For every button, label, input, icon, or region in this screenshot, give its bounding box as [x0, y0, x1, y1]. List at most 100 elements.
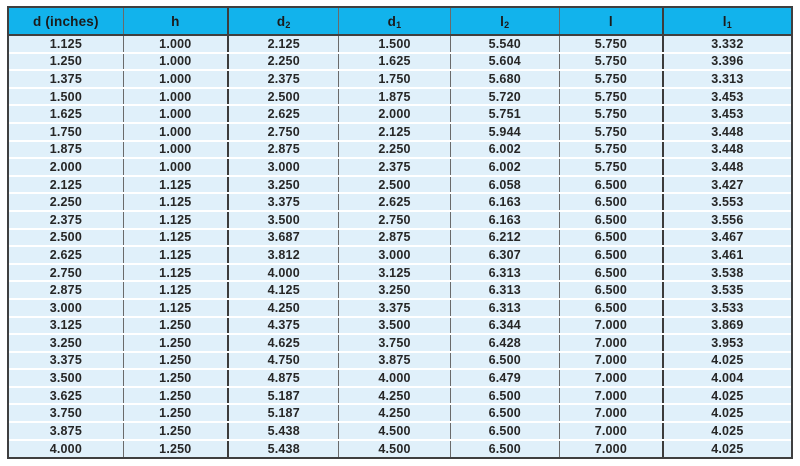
cell: 1.250: [123, 422, 229, 441]
cell: 5.438: [227, 439, 340, 457]
cell: 6.500: [559, 246, 664, 265]
table-row: 1.250 1.000 2.250 1.625 5.604 5.750 3.396: [9, 52, 791, 72]
cell: 2.250: [227, 52, 340, 72]
cell: 2.625: [9, 246, 124, 265]
cell: 6.058: [450, 175, 560, 195]
cell: 6.500: [559, 210, 664, 230]
cell: 7.000: [559, 422, 664, 441]
cell: 3.625: [9, 386, 124, 406]
cell: 1.125: [9, 35, 124, 54]
cell: 2.625: [227, 105, 340, 124]
cell: 1.125: [123, 263, 229, 283]
cell: 1.375: [9, 70, 124, 89]
table-body: 1.125 1.000 2.125 1.500 5.540 5.750 3.332 1.250…: [9, 35, 791, 457]
cell: 3.500: [338, 316, 451, 336]
cell: 6.500: [559, 263, 664, 283]
cell: 2.500: [227, 87, 340, 107]
cell: 2.250: [9, 193, 124, 212]
dimension-table-frame: d (inches) h d2 d1 l2 l l1 1.125 1.000 2.125 1.50…: [7, 6, 793, 459]
cell: 3.461: [662, 246, 791, 265]
table-row: 1.875 1.000 2.875 2.250 6.002 5.750 3.448: [9, 140, 791, 160]
cell: 2.125: [227, 35, 340, 54]
cell: 4.375: [227, 316, 340, 336]
cell: 3.448: [662, 122, 791, 142]
dimension-table: d (inches) h d2 d1 l2 l l1 1.125 1.000 2.125 1.50…: [9, 8, 791, 457]
cell: 7.000: [559, 439, 664, 457]
table-row: 3.500 1.250 4.875 4.000 6.479 7.000 4.004: [9, 369, 791, 388]
cell: 4.025: [662, 404, 791, 424]
table-row: 1.750 1.000 2.750 2.125 5.944 5.750 3.448: [9, 122, 791, 142]
cell: 2.875: [9, 281, 124, 300]
cell: 4.000: [338, 369, 451, 388]
cell: 1.125: [123, 193, 229, 212]
cell: 1.250: [123, 369, 229, 388]
cell: 3.000: [338, 246, 451, 265]
cell: 4.250: [338, 404, 451, 424]
cell: 3.538: [662, 263, 791, 283]
cell: 1.875: [338, 87, 451, 107]
cell: 7.000: [559, 386, 664, 406]
cell: 3.000: [9, 298, 124, 318]
cell: 1.125: [123, 228, 229, 248]
cell: 1.125: [123, 281, 229, 300]
cell: 7.000: [559, 334, 664, 353]
column-header-subscript: 2: [285, 19, 291, 30]
cell: 1.625: [9, 105, 124, 124]
cell: 4.025: [662, 386, 791, 406]
cell: 3.448: [662, 158, 791, 177]
cell: 2.875: [338, 228, 451, 248]
column-header: h: [123, 8, 229, 36]
cell: 6.500: [559, 281, 664, 300]
cell: 3.000: [227, 158, 340, 177]
column-header: d2: [227, 8, 340, 36]
table-row: 2.750 1.125 4.000 3.125 6.313 6.500 3.538: [9, 263, 791, 283]
cell: 1.000: [123, 140, 229, 160]
cell: 6.163: [450, 193, 560, 212]
cell: 1.250: [123, 386, 229, 406]
table-row: 2.375 1.125 3.500 2.750 6.163 6.500 3.556: [9, 210, 791, 230]
cell: 7.000: [559, 404, 664, 424]
cell: 2.000: [9, 158, 124, 177]
cell: 2.125: [9, 175, 124, 195]
table-row: 3.125 1.250 4.375 3.500 6.344 7.000 3.869: [9, 316, 791, 336]
cell: 4.025: [662, 439, 791, 457]
cell: 1.750: [338, 70, 451, 89]
cell: 6.163: [450, 210, 560, 230]
table-row: 2.625 1.125 3.812 3.000 6.307 6.500 3.461: [9, 246, 791, 265]
table-row: 3.375 1.250 4.750 3.875 6.500 7.000 4.025: [9, 351, 791, 371]
cell: 3.375: [338, 298, 451, 318]
cell: 3.250: [338, 281, 451, 300]
cell: 1.000: [123, 52, 229, 72]
cell: 4.875: [227, 369, 340, 388]
cell: 4.025: [662, 351, 791, 371]
table-row: 1.625 1.000 2.625 2.000 5.751 5.750 3.453: [9, 105, 791, 124]
cell: 2.625: [338, 193, 451, 212]
cell: 6.479: [450, 369, 560, 388]
header-row: d (inches) h d2 d1 l2 l l1: [9, 8, 791, 36]
cell: 4.750: [227, 351, 340, 371]
cell: 3.250: [9, 334, 124, 353]
cell: 3.250: [227, 175, 340, 195]
cell: 2.750: [227, 122, 340, 142]
cell: 5.750: [559, 158, 664, 177]
cell: 6.002: [450, 158, 560, 177]
table-row: 2.500 1.125 3.687 2.875 6.212 6.500 3.467: [9, 228, 791, 248]
table-row: 2.000 1.000 3.000 2.375 6.002 5.750 3.448: [9, 158, 791, 177]
cell: 6.002: [450, 140, 560, 160]
cell: 3.125: [9, 316, 124, 336]
column-header-subscript: 1: [726, 19, 732, 30]
cell: 3.500: [227, 210, 340, 230]
cell: 3.533: [662, 298, 791, 318]
cell: 5.751: [450, 105, 560, 124]
cell: 6.500: [559, 228, 664, 248]
cell: 1.250: [123, 316, 229, 336]
cell: 5.750: [559, 70, 664, 89]
cell: 1.750: [9, 122, 124, 142]
cell: 5.540: [450, 35, 560, 54]
cell: 3.313: [662, 70, 791, 89]
cell: 3.396: [662, 52, 791, 72]
table-row: 2.250 1.125 3.375 2.625 6.163 6.500 3.553: [9, 193, 791, 212]
column-header-subscript: 2: [504, 19, 510, 30]
column-header: l1: [662, 8, 791, 36]
cell: 1.000: [123, 122, 229, 142]
